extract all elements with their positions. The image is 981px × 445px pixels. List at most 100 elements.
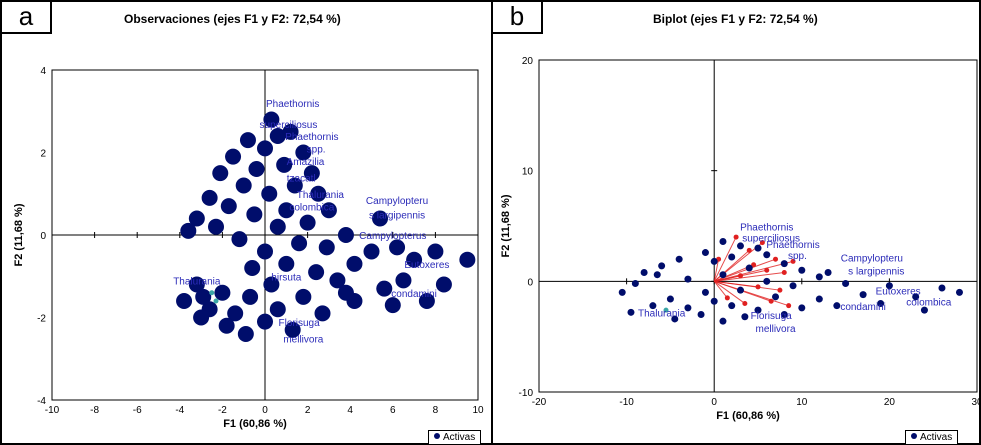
data-point — [295, 288, 312, 305]
variable-point — [751, 262, 757, 268]
data-point — [286, 177, 303, 194]
point-label: colombica — [289, 202, 334, 213]
point-label: condamini — [391, 289, 437, 300]
point-label: spp. — [788, 251, 807, 262]
data-point — [214, 284, 231, 301]
data-point — [208, 218, 225, 235]
data-point — [337, 284, 354, 301]
variable-vector — [713, 280, 746, 304]
y-tick-label: -2 — [37, 314, 46, 325]
variable-vector — [713, 259, 720, 282]
legend-label-b: Activas — [920, 432, 953, 443]
data-point — [320, 202, 337, 219]
data-point — [789, 282, 797, 290]
data-point — [276, 156, 293, 173]
x-tick-label: 6 — [390, 405, 396, 416]
data-point — [885, 282, 893, 290]
data-point — [188, 276, 205, 293]
data-point — [842, 280, 850, 288]
variable-vector — [713, 281, 728, 299]
data-point — [631, 280, 639, 288]
chart-title-a: Observaciones (ejes F1 y F2: 72,54 %) — [124, 12, 341, 26]
variable-point — [773, 256, 779, 262]
point-label: Campylopteru — [366, 196, 428, 207]
data-point — [282, 123, 299, 140]
data-point — [212, 165, 229, 182]
data-point — [406, 251, 423, 268]
data-point — [220, 198, 237, 215]
data-point — [719, 271, 727, 279]
panel-letter-b: b — [493, 2, 543, 34]
point-label: Campylopteru — [841, 253, 903, 264]
data-point — [741, 313, 749, 321]
data-point — [798, 266, 806, 274]
data-point — [231, 231, 248, 248]
data-point — [427, 243, 444, 260]
data-point — [389, 239, 406, 256]
data-point — [719, 317, 727, 325]
data-point — [310, 185, 327, 202]
x-tick-label: 30 — [971, 397, 981, 408]
data-point — [244, 260, 261, 276]
data-point — [278, 202, 295, 219]
data-point — [239, 132, 256, 149]
data-point — [395, 272, 412, 289]
data-point — [815, 295, 823, 303]
highlight-point — [213, 298, 219, 304]
point-label: Phaethornis — [285, 132, 338, 143]
highlight-point — [209, 290, 215, 296]
y-axis-title: F2 (11,68 %) — [500, 194, 512, 257]
data-point — [193, 309, 210, 326]
data-point — [176, 293, 193, 309]
variable-point — [777, 287, 783, 293]
data-point — [376, 280, 393, 297]
y-tick-label: 2 — [40, 149, 46, 160]
data-point — [640, 268, 648, 276]
x-axis-title: F1 (60,86 %) — [223, 418, 287, 430]
data-point — [180, 222, 197, 239]
point-label: Thalurania — [173, 277, 221, 288]
data-point — [754, 244, 762, 252]
data-point — [684, 275, 692, 283]
x-tick-label: -10 — [45, 405, 60, 416]
point-label: Florisuga — [751, 311, 793, 322]
point-label: Eutoxeres — [404, 260, 449, 271]
data-point — [459, 251, 476, 268]
data-point — [684, 304, 692, 312]
data-point — [384, 297, 401, 314]
data-point — [263, 276, 280, 293]
data-point — [372, 210, 389, 227]
panel-a-observaciones: a Observaciones (ejes F1 y F2: 72,54 %) … — [0, 0, 493, 445]
point-label: Eutoxeres — [876, 287, 921, 298]
point-label: hirsuta — [271, 272, 301, 283]
point-label: condamini — [840, 302, 886, 313]
data-point — [418, 293, 435, 309]
plot-area — [538, 59, 978, 393]
data-point — [263, 111, 280, 128]
data-point — [745, 264, 753, 272]
data-point — [666, 295, 674, 303]
y-tick-label: -4 — [37, 396, 46, 407]
data-point — [308, 264, 325, 281]
data-point — [912, 293, 920, 301]
data-point — [246, 206, 263, 223]
data-point — [278, 255, 295, 272]
data-point — [736, 242, 744, 250]
legend-marker-b — [911, 433, 917, 439]
legend-marker-a — [434, 433, 440, 439]
point-label: tzacatl — [287, 173, 316, 184]
data-point — [337, 227, 354, 243]
point-label: Florisuga — [279, 318, 321, 329]
data-point — [772, 293, 780, 301]
point-label: superciliosus — [742, 233, 800, 244]
variable-point — [764, 267, 770, 273]
panel-letter-a: a — [2, 2, 52, 34]
point-label: mellivora — [756, 324, 796, 335]
data-point — [201, 189, 218, 206]
point-label: Campylopterus — [359, 231, 426, 242]
x-tick-label: 0 — [262, 405, 268, 416]
data-point — [653, 271, 661, 279]
legend-a: Activas — [428, 430, 482, 445]
chart-title-b: Biplot (ejes F1 y F2: 72,54 %) — [653, 12, 818, 26]
